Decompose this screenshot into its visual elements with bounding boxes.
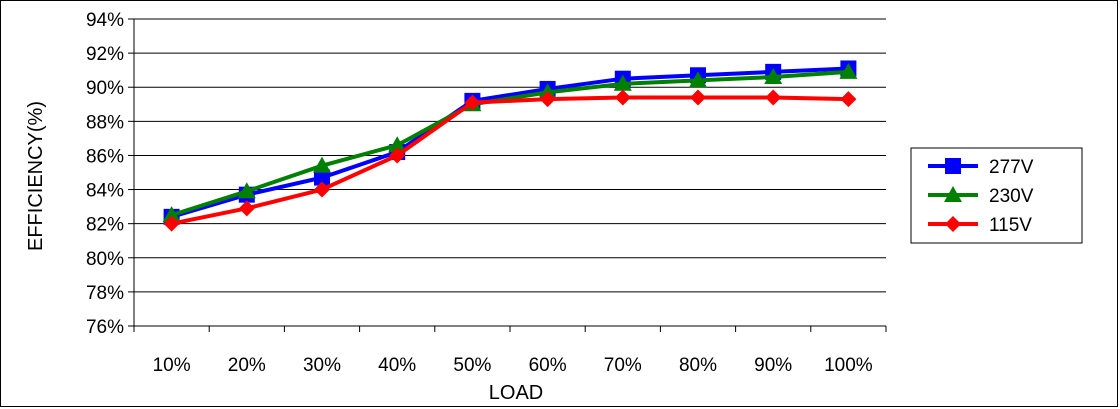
y-tick-label: 84% — [86, 181, 124, 202]
legend-label-115v: 115V — [989, 215, 1032, 236]
data-point-115v — [389, 147, 406, 164]
x-tick-label: 70% — [604, 355, 642, 376]
x-tick-label: 10% — [153, 355, 191, 376]
x-tick-label: 100% — [824, 355, 873, 376]
data-point-230v — [388, 136, 407, 153]
data-point-115v — [314, 181, 330, 198]
series-115v — [163, 89, 857, 232]
gridlines — [134, 18, 886, 293]
data-point-230v — [613, 74, 632, 91]
x-tick-label: 90% — [754, 355, 792, 376]
y-axis-title: EFFICIENCY(%) — [25, 101, 47, 251]
y-tick-label: 80% — [86, 249, 124, 270]
series-group — [162, 60, 858, 232]
data-point-230v — [764, 67, 783, 84]
axes — [128, 18, 887, 332]
x-tick-label: 80% — [679, 355, 717, 376]
legend: 277V 230V 115V — [910, 147, 1083, 244]
data-point-230v — [839, 62, 858, 79]
x-axis-title: LOAD — [489, 382, 543, 404]
x-tick-label: 60% — [529, 355, 567, 376]
data-point-115v — [690, 89, 706, 106]
x-tick-label: 30% — [303, 355, 341, 376]
legend-marker-230v — [944, 186, 962, 202]
legend-label-277v: 277V — [989, 157, 1034, 178]
data-point-230v — [237, 182, 256, 199]
y-tick-labels: 76% 78% 80% 82% 84% 86% 88% 90% 92% 94% — [86, 10, 124, 338]
data-point-277v — [314, 169, 330, 186]
data-point-115v — [840, 91, 857, 108]
data-point-115v — [163, 215, 180, 232]
data-point-115v — [539, 91, 556, 108]
x-tick-label: 50% — [453, 355, 491, 376]
y-tick-label: 94% — [86, 10, 124, 31]
series-line-230v — [170, 69, 849, 218]
series-line-277v — [171, 66, 849, 219]
y-tick-label: 90% — [86, 78, 124, 99]
y-tick-label: 82% — [86, 215, 124, 236]
legend-marker-115v — [945, 216, 961, 232]
y-tick-label: 88% — [86, 112, 124, 133]
series-line-115v — [171, 95, 849, 226]
x-tick-label: 40% — [378, 355, 416, 376]
y-tick-label: 76% — [86, 317, 124, 338]
y-tick-label: 92% — [86, 44, 124, 65]
data-point-115v — [238, 200, 255, 217]
data-point-230v — [689, 71, 707, 88]
data-point-115v — [464, 94, 481, 111]
x-tick-label: 20% — [228, 355, 266, 376]
y-tick-label: 78% — [86, 283, 124, 304]
y-tick-label: 86% — [86, 146, 124, 167]
data-point-230v — [162, 206, 181, 223]
legend-marker-277v — [945, 158, 961, 174]
data-point-115v — [765, 89, 782, 106]
legend-label-230v: 230V — [989, 186, 1034, 207]
data-point-115v — [614, 89, 631, 106]
series-277v — [163, 60, 857, 225]
data-point-230v — [313, 156, 331, 173]
x-tick-labels: 10% 20% 30% 40% 50% 60% 70% 80% 90% 100% — [153, 355, 873, 376]
